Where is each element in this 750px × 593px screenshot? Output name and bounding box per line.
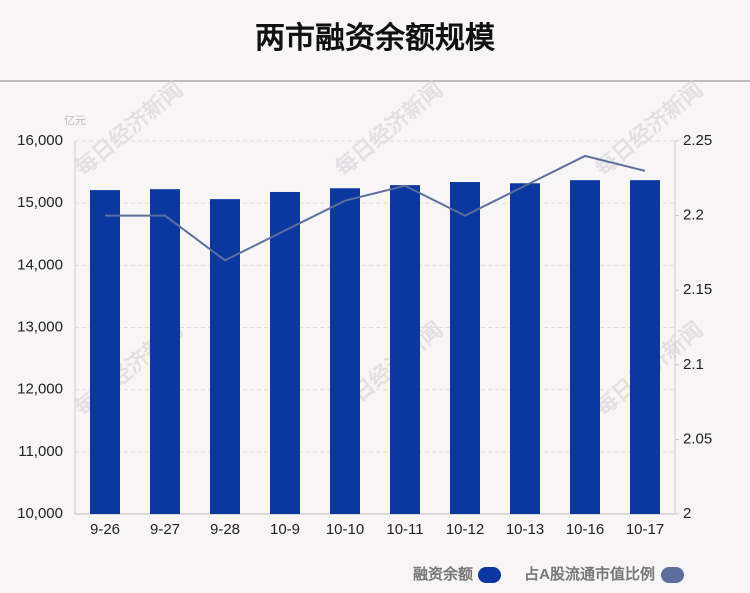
bar (630, 180, 660, 515)
y2-tick-label: 2 (683, 505, 691, 522)
y-tick-label: 12,000 (17, 381, 63, 398)
bar (450, 182, 480, 514)
bar (510, 183, 540, 515)
y2-tick-label: 2.15 (683, 281, 712, 298)
legend-swatch (661, 567, 684, 583)
chart-title: 两市融资余额规模 (255, 21, 495, 55)
legend-swatch (478, 567, 501, 583)
bar (150, 189, 180, 514)
x-tick-label: 10-12 (446, 521, 484, 538)
y-tick-label: 13,000 (17, 318, 63, 335)
y-tick-label: 15,000 (17, 194, 63, 211)
x-tick-label: 10-17 (626, 521, 664, 538)
y-tick-label: 16,000 (17, 132, 63, 149)
y2-tick-label: 2.25 (683, 132, 712, 149)
x-tick-label: 10-10 (326, 521, 364, 538)
y2-tick-label: 2.05 (683, 430, 712, 447)
bar (330, 188, 360, 514)
bar (90, 190, 120, 514)
x-tick-label: 10-9 (270, 521, 300, 538)
x-tick-label: 10-11 (386, 521, 423, 538)
y-tick-label: 14,000 (17, 256, 63, 273)
y-tick-label: 10,000 (17, 505, 63, 522)
bar (390, 185, 420, 514)
bar (270, 191, 300, 514)
bar (570, 180, 600, 515)
bar (210, 199, 240, 514)
y2-tick-label: 2.2 (683, 207, 704, 224)
y2-tick-label: 2.1 (683, 356, 704, 373)
x-tick-label: 10-13 (506, 521, 544, 538)
y-unit: 亿元 (64, 114, 86, 127)
legend-label: 占A股流通市值比例 (524, 565, 655, 583)
line (105, 154, 646, 262)
y-tick-label: 11,000 (18, 443, 63, 460)
x-tick-label: 9-28 (210, 521, 240, 538)
x-tick-label: 9-27 (150, 521, 180, 538)
x-tick-label: 10-16 (566, 521, 604, 538)
legend-label: 融资余额 (413, 565, 473, 583)
x-tick-label: 9-26 (90, 521, 120, 538)
